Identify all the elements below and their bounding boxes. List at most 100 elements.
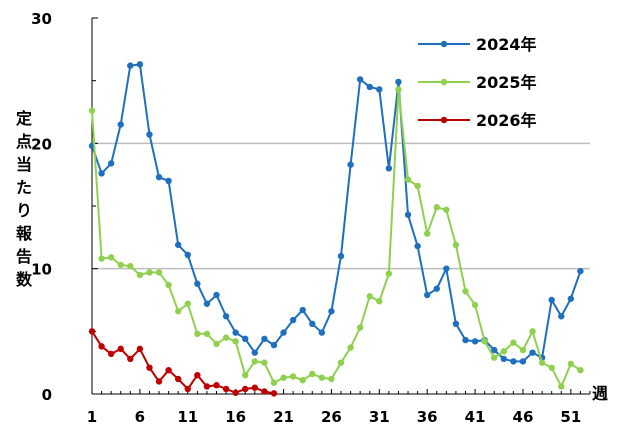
data-point xyxy=(88,107,96,114)
data-point xyxy=(203,383,211,390)
data-point xyxy=(203,300,211,307)
data-point xyxy=(404,211,412,218)
legend-marker xyxy=(440,40,448,48)
data-point xyxy=(213,382,220,389)
data-point xyxy=(98,255,105,262)
data-point xyxy=(462,336,469,344)
data-point xyxy=(443,265,450,272)
y-tick-label: 10 xyxy=(31,261,52,279)
data-point xyxy=(127,62,134,69)
legend-marker xyxy=(440,116,448,124)
x-tick-label: 31 xyxy=(369,408,390,426)
data-point xyxy=(567,360,575,368)
x-axis-label: 週 xyxy=(592,384,608,403)
legend-label: 2024年 xyxy=(476,35,537,54)
x-tick-label: 16 xyxy=(225,408,246,426)
data-point xyxy=(491,354,498,361)
data-point xyxy=(107,160,115,167)
data-point xyxy=(107,254,115,261)
data-point xyxy=(376,86,383,93)
data-point xyxy=(251,358,259,365)
axes xyxy=(91,17,591,395)
data-point xyxy=(577,366,584,374)
data-point xyxy=(155,269,163,276)
data-point xyxy=(318,374,326,381)
y-axis-label-char: り xyxy=(16,201,32,220)
y-axis-label-char: 点 xyxy=(16,132,32,151)
data-point xyxy=(289,316,297,324)
y-axis-label-char: 告 xyxy=(16,247,32,266)
data-point xyxy=(155,173,163,181)
y-axis-label-char: 定 xyxy=(15,109,32,128)
y-axis-label-char: 当 xyxy=(16,155,32,174)
legend-marker xyxy=(440,78,448,86)
data-point xyxy=(318,329,326,336)
data-point xyxy=(423,291,431,299)
x-tick-label: 1 xyxy=(87,408,97,426)
data-point xyxy=(165,281,172,289)
data-point xyxy=(280,374,287,381)
data-point xyxy=(500,348,508,355)
data-point xyxy=(471,301,479,309)
data-point xyxy=(194,372,201,379)
data-point xyxy=(289,373,297,380)
data-point xyxy=(213,291,220,299)
data-point xyxy=(577,267,584,275)
data-point xyxy=(385,270,393,277)
data-point xyxy=(519,346,527,354)
data-point xyxy=(270,390,278,397)
data-point xyxy=(337,359,345,366)
data-point xyxy=(510,358,517,365)
x-tick-label: 26 xyxy=(321,408,342,426)
data-point xyxy=(232,389,239,396)
y-tick-label: 0 xyxy=(42,386,52,404)
data-point xyxy=(222,313,230,320)
data-point xyxy=(184,251,191,259)
data-point xyxy=(299,306,306,314)
series-line xyxy=(91,63,582,363)
data-point xyxy=(337,252,345,260)
data-point xyxy=(194,330,201,338)
data-point xyxy=(280,329,287,336)
x-tick-labels: 1 6 11 16 21 26 31 36 41 46 51 xyxy=(87,408,582,426)
data-point xyxy=(136,61,144,68)
data-point xyxy=(395,78,402,86)
data-point xyxy=(376,298,383,305)
data-point xyxy=(270,341,278,349)
data-point xyxy=(261,335,268,343)
x-tick-label: 51 xyxy=(560,408,581,426)
data-point xyxy=(165,177,172,185)
data-point xyxy=(222,385,230,393)
data-point xyxy=(117,121,124,128)
data-point xyxy=(203,330,211,338)
data-point xyxy=(261,359,268,366)
data-point xyxy=(251,349,259,356)
data-point xyxy=(107,350,115,358)
y-tick-labels: 0 10 20 30 xyxy=(31,10,52,404)
data-point xyxy=(242,372,249,379)
data-point xyxy=(395,86,402,93)
data-point xyxy=(510,339,517,346)
x-tick-label: 21 xyxy=(273,408,294,426)
data-point xyxy=(117,261,124,269)
data-point xyxy=(452,320,460,328)
data-point xyxy=(242,335,249,343)
data-point xyxy=(232,329,239,336)
data-point xyxy=(519,358,527,365)
data-point xyxy=(232,338,239,345)
series-line xyxy=(91,89,581,389)
data-point xyxy=(88,328,96,335)
data-point xyxy=(471,338,479,345)
y-axis-label-char: 報 xyxy=(16,224,33,243)
x-tick-label: 36 xyxy=(417,408,438,426)
x-tick-label: 41 xyxy=(465,408,486,426)
data-point xyxy=(558,383,565,390)
x-tick-label: 46 xyxy=(513,408,534,426)
data-point xyxy=(174,241,182,249)
data-point xyxy=(433,285,440,292)
data-point xyxy=(194,280,201,287)
data-point xyxy=(529,328,536,335)
data-point xyxy=(328,308,335,315)
data-point xyxy=(529,349,536,356)
